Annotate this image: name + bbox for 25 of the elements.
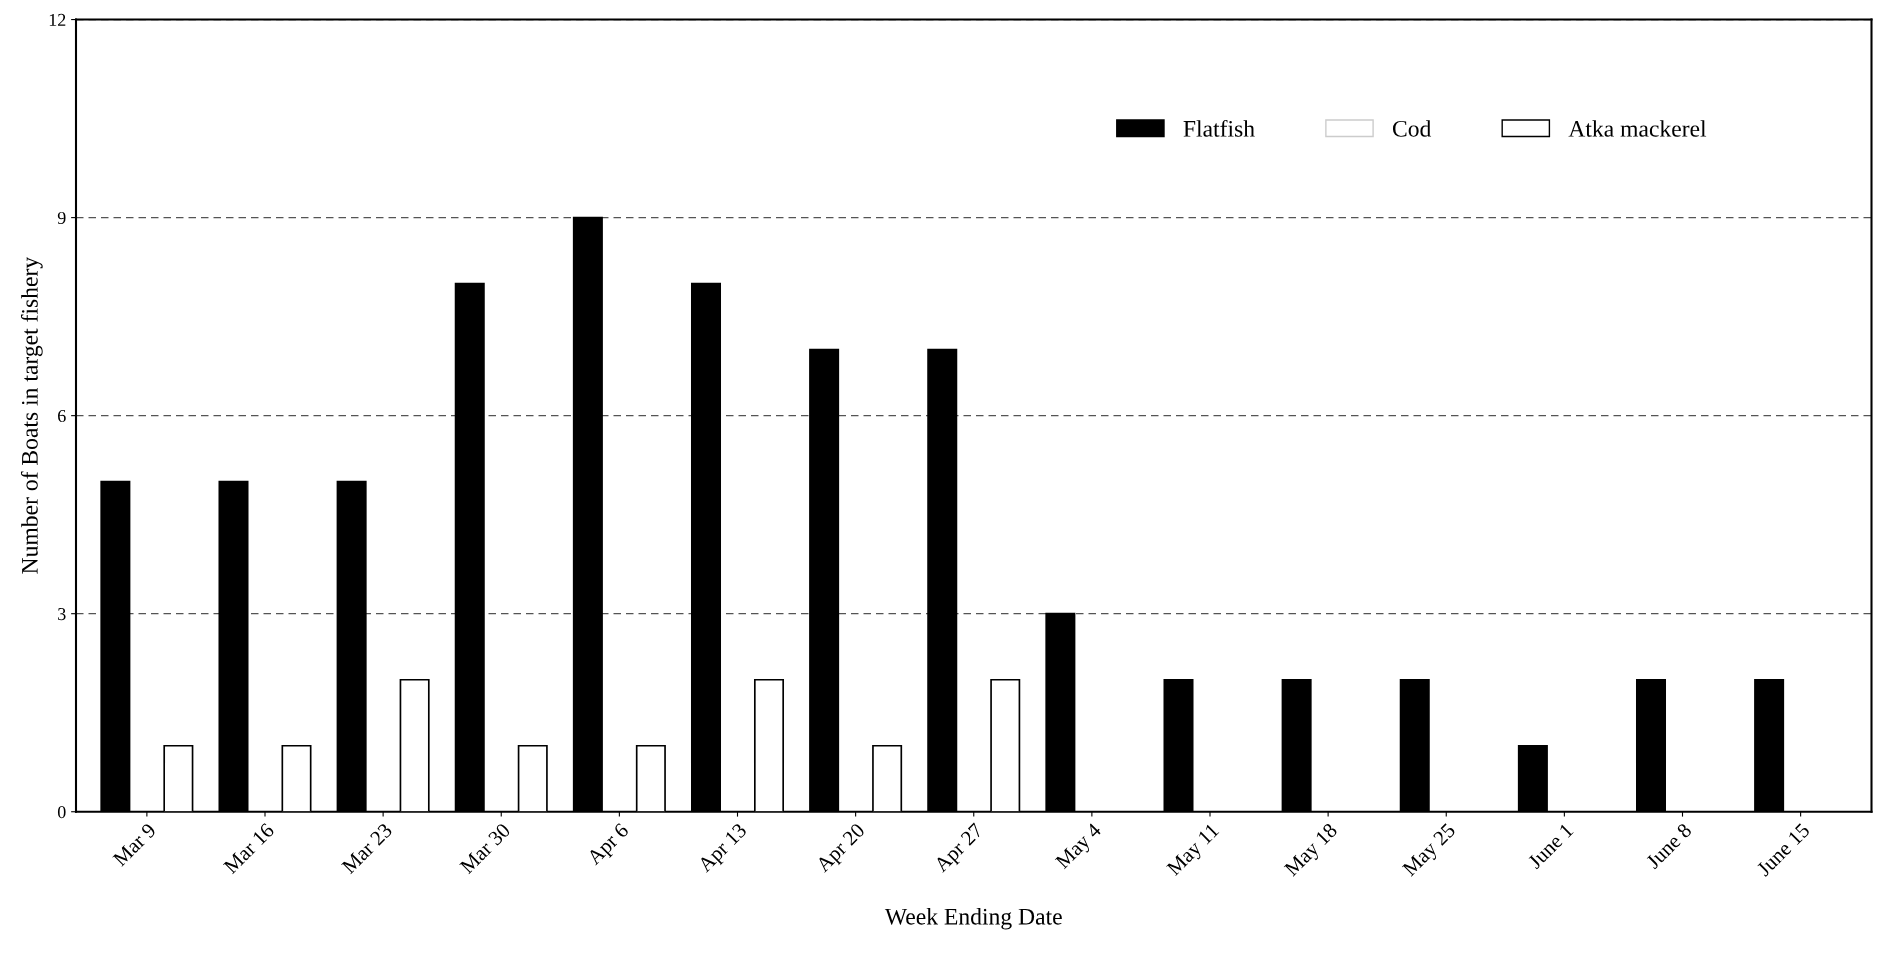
y-tick-label: 12 [49,13,66,26]
x-tick-label: Mar 30 [459,822,512,875]
y-tick-label: 6 [58,409,66,423]
legend-label: Atka mackerel [1568,120,1707,137]
x-tick-label: Apr 27 [933,822,987,876]
x-tick-label: Apr 6 [586,822,633,869]
y-axis-title: Number of Boats in target fishery [20,256,43,574]
x-tick-label: Mar 23 [341,822,393,875]
x-tick-label: Mar 9 [112,822,157,867]
x-tick-label: June 1 [1527,822,1574,870]
x-tick-label: Apr 20 [814,822,869,876]
x-tick-label: June 15 [1756,822,1811,877]
x-tick-label: June 8 [1645,822,1693,870]
x-tick-label: May 25 [1401,822,1460,880]
y-tick-label: 9 [57,211,66,225]
legend-label: Cod [1392,120,1432,137]
legend-label: Flatfish [1183,119,1255,137]
y-tick-label: 3 [58,608,66,621]
x-tick-label: May 18 [1283,822,1341,880]
x-tick-label: Apr 13 [696,822,751,876]
y-tick-label: 0 [57,806,66,819]
x-tick-label: Mar 16 [222,822,275,875]
x-axis-title: Week Ending Date [884,908,1062,930]
x-tick-label: May 11 [1166,822,1223,880]
x-tick-label: May 4 [1054,822,1105,873]
